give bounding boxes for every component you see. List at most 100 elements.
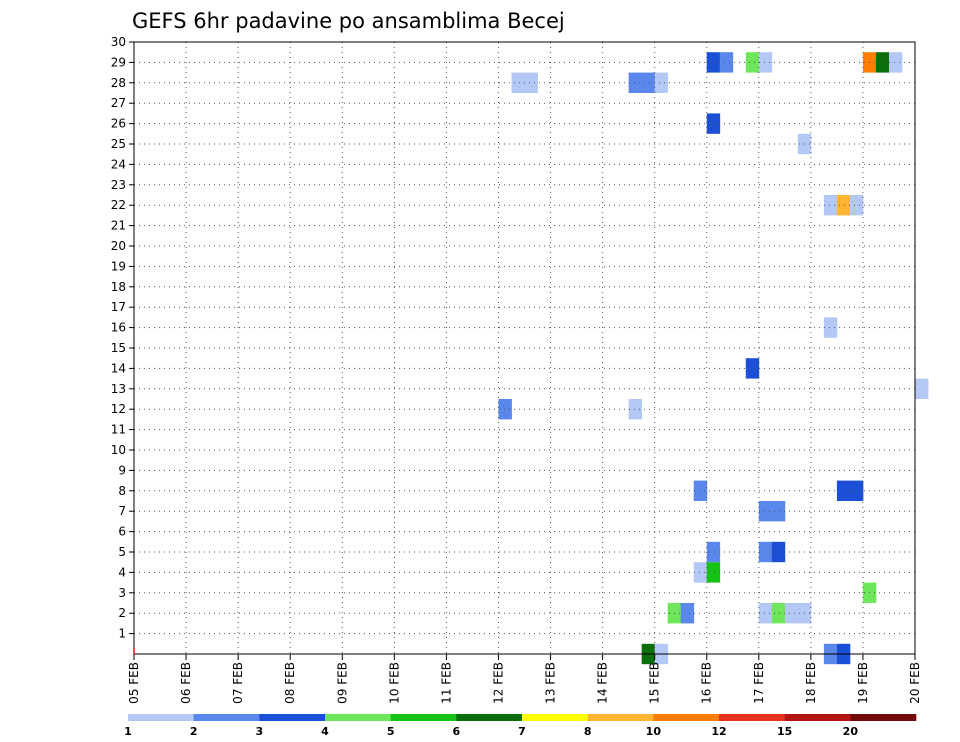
y-tick-label: 15: [111, 341, 126, 355]
precip-cell: [641, 72, 656, 93]
precip-cell: [836, 195, 851, 216]
colorbar-segment: [193, 714, 260, 721]
precip-cell: [654, 72, 669, 93]
x-tick-label: 18 FEB: [804, 662, 818, 704]
precip-cell: [771, 603, 786, 624]
x-tick-label: 07 FEB: [231, 662, 245, 704]
precip-cell: [628, 399, 643, 420]
precip-cell: [784, 603, 799, 624]
precip-cell: [628, 72, 643, 93]
colorbar-segment: [522, 714, 588, 721]
colorbar-segment: [784, 714, 851, 721]
precip-cell: [498, 399, 512, 420]
x-tick-label: 05 FEB: [127, 662, 141, 704]
y-tick-label: 30: [111, 35, 126, 49]
colorbar-label: 12: [711, 725, 726, 738]
colorbar-segment: [128, 714, 194, 721]
x-tick-label: 08 FEB: [283, 662, 297, 704]
precip-cell: [888, 52, 903, 73]
precip-cell: [706, 562, 721, 583]
precip-cell: [511, 72, 525, 93]
colorbar-label: 4: [321, 725, 329, 738]
precip-cell: [771, 501, 786, 522]
precip-cells: [498, 52, 929, 665]
colorbar-segment: [587, 714, 654, 721]
precip-cell: [771, 541, 786, 563]
colorbar-label: 8: [584, 725, 592, 738]
precip-cell: [745, 358, 760, 379]
y-tick-label: 14: [111, 361, 126, 375]
x-tick-label: 16 FEB: [700, 662, 714, 704]
y-tick-label: 29: [111, 55, 126, 69]
x-tick-label: 09 FEB: [335, 662, 349, 704]
x-tick-label: 14 FEB: [596, 662, 610, 704]
x-tick-label: 17 FEB: [752, 662, 766, 704]
y-tick-label: 2: [118, 606, 126, 620]
x-tick-label: 06 FEB: [179, 662, 193, 704]
x-tick-label: 20 FEB: [908, 662, 922, 704]
chart-title: GEFS 6hr padavine po ansamblima Becej: [132, 9, 565, 33]
precip-cell: [849, 480, 864, 501]
y-tick-label: 22: [111, 198, 126, 212]
precip-cell: [706, 541, 721, 563]
y-tick-label: 7: [118, 504, 126, 518]
x-tick-label: 10 FEB: [387, 662, 401, 704]
precip-cell: [706, 113, 721, 134]
precip-cell: [758, 52, 773, 73]
colorbar-segment: [390, 714, 457, 721]
x-tick-label: 15 FEB: [648, 662, 662, 704]
colorbar-label: 15: [777, 725, 792, 738]
precip-cell: [823, 195, 838, 216]
y-tick-label: 19: [111, 259, 126, 273]
colorbar-segment: [653, 714, 720, 721]
y-tick-label: 11: [111, 423, 126, 437]
y-tick-label: 13: [111, 382, 126, 396]
precip-cell: [836, 480, 851, 501]
x-tick-label: 12 FEB: [491, 662, 505, 704]
y-tick-label: 21: [111, 219, 126, 233]
precip-cell: [758, 541, 773, 563]
y-tick-label: 8: [118, 484, 126, 498]
y-tick-label: 17: [111, 300, 126, 314]
precip-cell: [823, 317, 838, 338]
colorbar-label: 7: [518, 725, 526, 738]
grid-lines: [134, 42, 915, 654]
y-tick-label: 20: [111, 239, 126, 253]
colorbar-segment: [325, 714, 391, 721]
precip-cell: [758, 501, 773, 522]
y-tick-label: 5: [118, 545, 126, 559]
precip-cell: [875, 52, 890, 73]
precip-cell: [745, 52, 760, 73]
y-tick-label: 9: [118, 463, 126, 477]
y-tick-label: 6: [118, 525, 126, 539]
y-axis: 1234567891011121314151617181920212223242…: [111, 35, 134, 641]
y-tick-label: 28: [111, 76, 126, 90]
precip-cell: [693, 562, 708, 583]
colorbar-label: 6: [453, 725, 461, 738]
y-tick-label: 27: [111, 96, 126, 110]
x-tick-label: 11 FEB: [439, 662, 453, 704]
precip-cell: [693, 480, 708, 501]
x-tick-label: 13 FEB: [544, 662, 558, 704]
precip-cell: [680, 603, 695, 624]
colorbar-segment: [259, 714, 326, 721]
y-tick-label: 4: [118, 565, 126, 579]
y-tick-label: 24: [111, 157, 126, 171]
y-tick-label: 3: [118, 586, 126, 600]
colorbar-label: 5: [387, 725, 395, 738]
colorbar-label: 10: [646, 725, 662, 738]
precip-cell: [706, 52, 721, 73]
precip-cell: [719, 52, 734, 73]
colorbar-label: 3: [256, 725, 264, 738]
y-tick-label: 23: [111, 178, 126, 192]
y-tick-label: 1: [118, 627, 126, 641]
colorbar-segment: [456, 714, 523, 721]
precip-cell: [915, 378, 929, 399]
y-tick-label: 12: [111, 402, 126, 416]
precip-cell: [849, 195, 864, 216]
precip-cell: [524, 72, 538, 93]
precip-cell: [758, 603, 773, 624]
y-tick-label: 16: [111, 321, 126, 335]
colorbar: 1 2 3 4 5 6 7 8 10 12 15 20: [124, 714, 917, 738]
